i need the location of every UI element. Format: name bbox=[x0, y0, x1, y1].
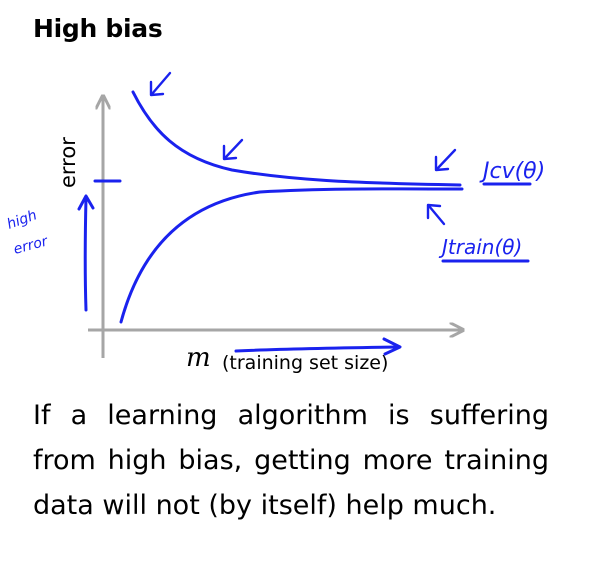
x-axis-arrow bbox=[234, 337, 402, 356]
high-error-note-line1: high bbox=[5, 207, 39, 232]
y-axis-label: error bbox=[56, 137, 80, 188]
high-error-arrow bbox=[77, 194, 95, 312]
pointer-arrow-cv-middle bbox=[222, 138, 244, 161]
high-error-note-line2: error bbox=[12, 233, 51, 258]
cv-curve-label: Jcv(θ) bbox=[479, 159, 545, 184]
caption-text: If a learning algorithm is suffering fro… bbox=[33, 400, 549, 521]
pointer-arrow-cv-end bbox=[434, 148, 457, 172]
x-axis-label: (training set size) bbox=[222, 352, 388, 374]
slide-title: High bias bbox=[33, 14, 163, 43]
train-curve-label: Jtrain(θ) bbox=[438, 235, 522, 259]
x-axis-symbol: m bbox=[186, 343, 211, 373]
train-error-curve bbox=[119, 187, 464, 324]
cv-error-curve bbox=[131, 90, 462, 187]
pointer-arrow-train bbox=[426, 203, 446, 226]
pointer-arrow-cv-start bbox=[149, 71, 172, 97]
